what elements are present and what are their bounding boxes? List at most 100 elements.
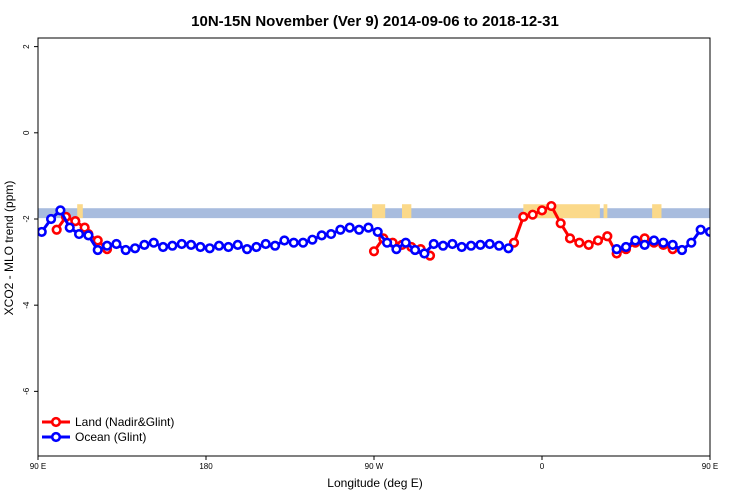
data-point [648, 235, 660, 246]
data-point [630, 235, 641, 246]
land-mask-patch [603, 204, 608, 219]
data-point [744, 228, 750, 236]
y-tick-label: -2 [22, 215, 31, 223]
data-point [269, 240, 281, 251]
data-point [518, 211, 529, 222]
data-point [381, 237, 393, 248]
data-point [447, 238, 458, 250]
data-point [51, 224, 62, 235]
data-point [583, 239, 594, 250]
data-point [734, 215, 742, 223]
data-point [260, 238, 271, 250]
data-point [111, 238, 122, 250]
y-tick-label: -4 [22, 301, 31, 309]
data-point [223, 241, 234, 253]
legend-marker [50, 416, 62, 428]
x-tick-label: 0 [540, 462, 545, 471]
data-point [536, 205, 548, 216]
data-point [297, 237, 309, 248]
data-point [353, 224, 365, 235]
y-axis-label: XCO2 - MLO trend (ppm) [2, 181, 16, 316]
data-point [120, 244, 131, 256]
data-point [64, 222, 75, 233]
data-point [45, 213, 57, 225]
data-point [368, 246, 380, 257]
data-point [316, 230, 327, 241]
data-point [167, 240, 178, 251]
land-mask-patch [372, 204, 386, 219]
data-point [620, 241, 632, 253]
data-point [101, 240, 113, 251]
x-tick-label: 90 E [702, 462, 718, 471]
data-point [55, 205, 66, 216]
data-point [185, 239, 197, 250]
data-point [92, 244, 103, 256]
chart-title: 10N-15N November (Ver 9) 2014-09-06 to 2… [191, 13, 559, 30]
data-point [391, 244, 402, 255]
data-point [695, 224, 706, 235]
data-point [475, 239, 486, 250]
data-point [213, 240, 225, 251]
data-point [658, 237, 669, 248]
y-tick-label: -6 [22, 387, 31, 395]
data-point [400, 237, 411, 248]
data-point [704, 226, 710, 238]
data-point [372, 226, 383, 238]
data-point [83, 230, 94, 241]
data-point [251, 241, 262, 253]
legend-label: Ocean (Glint) [75, 430, 146, 444]
data-point [176, 238, 187, 250]
data-point [241, 244, 253, 255]
y-tick-label: 0 [22, 130, 31, 135]
y-tick-label: 2 [22, 44, 31, 49]
data-point [716, 215, 724, 223]
data-point [204, 243, 215, 254]
data-point [725, 213, 733, 221]
data-point [325, 228, 337, 240]
data-point [456, 241, 467, 253]
data-point [288, 237, 299, 248]
data-point [555, 218, 566, 229]
data-point [744, 230, 750, 238]
data-point [437, 240, 449, 251]
data-point [363, 222, 374, 233]
x-axis: 90 E 180 90 W 0 90 E [30, 456, 718, 471]
y-axis: 2 0 -2 -4 -6 [22, 44, 38, 395]
land-mask-patch [402, 204, 412, 219]
data-point [686, 237, 697, 248]
data-point [335, 224, 346, 235]
data-point [73, 228, 85, 240]
legend-marker [50, 431, 62, 443]
legend: Land (Nadir&Glint)Ocean (Glint) [42, 415, 174, 444]
data-point [611, 244, 622, 255]
legend-label: Land (Nadir&Glint) [75, 415, 174, 429]
data-point [574, 237, 585, 248]
data-point [129, 243, 141, 254]
data-point [157, 241, 169, 253]
series-layer [38, 200, 750, 261]
data-point [38, 226, 47, 238]
data-point [139, 239, 150, 250]
x-axis-label: Longitude (deg E) [327, 476, 422, 490]
data-point [92, 235, 103, 246]
data-point [70, 216, 81, 227]
data-point [602, 231, 613, 242]
data-point [428, 238, 439, 250]
land-mask-patch [77, 204, 83, 219]
series-ocean-glint [38, 205, 750, 259]
data-point [195, 241, 206, 253]
data-point [564, 233, 576, 244]
land-mask-patch [652, 204, 662, 219]
data-point [232, 239, 243, 250]
data-point [667, 239, 678, 250]
data-point [725, 207, 733, 215]
data-point [484, 238, 495, 250]
data-point [279, 235, 290, 246]
x-tick-label: 90 E [30, 462, 46, 471]
x-tick-label: 180 [199, 462, 213, 471]
data-point [527, 209, 538, 220]
series-line [55, 215, 86, 231]
data-point [503, 243, 514, 254]
data-point [344, 222, 355, 233]
